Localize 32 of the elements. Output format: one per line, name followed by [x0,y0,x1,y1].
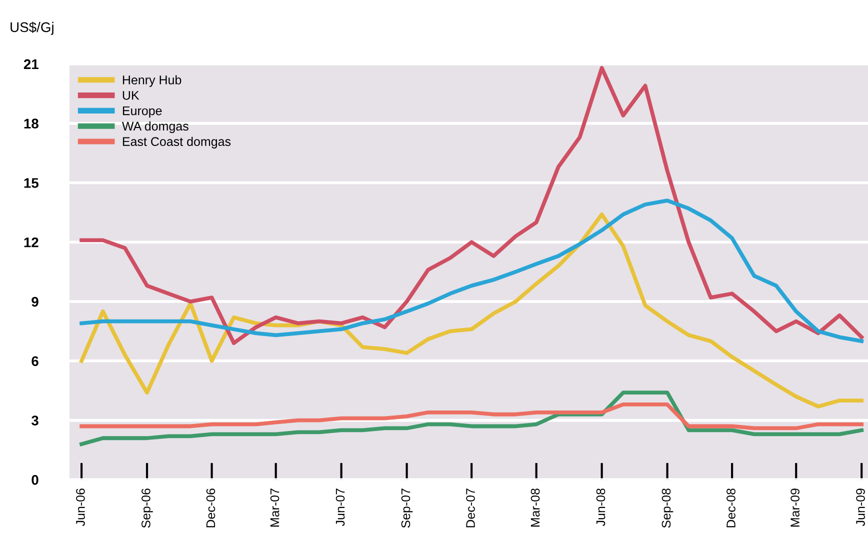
line-series [80,402,864,430]
legend-label: East Coast domgas [122,136,231,148]
y-tick-label: 18 [24,118,38,129]
y-tick-label: 15 [24,178,38,188]
x-tick-label: Sep-07 [401,488,413,528]
x-tick-label: Sep-06 [142,488,153,528]
y-tick-label: 21 [24,59,38,69]
y-tick-label: 0 [32,475,38,485]
y-tick-label: 6 [32,356,38,366]
x-tick-label: Mar-09 [790,488,800,527]
x-tick-label: Jun-08 [596,488,606,526]
x-tick-label: Jun-09 [856,488,865,526]
line-series [80,66,864,346]
legend-label: Henry Hub [122,75,182,87]
line-series [80,212,864,408]
line-series [80,198,864,344]
line-series [80,390,864,446]
y-axis-title: US$/Gj [10,22,54,35]
x-tick-label: Dec-07 [466,488,475,528]
x-tick-label: Mar-07 [270,488,280,527]
y-tick-label: 9 [32,296,38,307]
x-tick-label: Dec-06 [206,488,216,528]
x-tick-label: Mar-08 [530,488,540,527]
y-tick-label: 3 [31,416,38,426]
x-tick-label: Dec-08 [726,488,736,528]
legend-label: WA domgas [122,121,188,134]
x-tick-label: Sep-08 [662,488,674,528]
x-tick-label: Jun-07 [336,488,345,526]
legend-label: UK [122,91,140,100]
y-tick-label: 12 [24,237,38,248]
legend-label: Europe [122,106,162,118]
x-tick-label: Jun-06 [76,488,85,526]
